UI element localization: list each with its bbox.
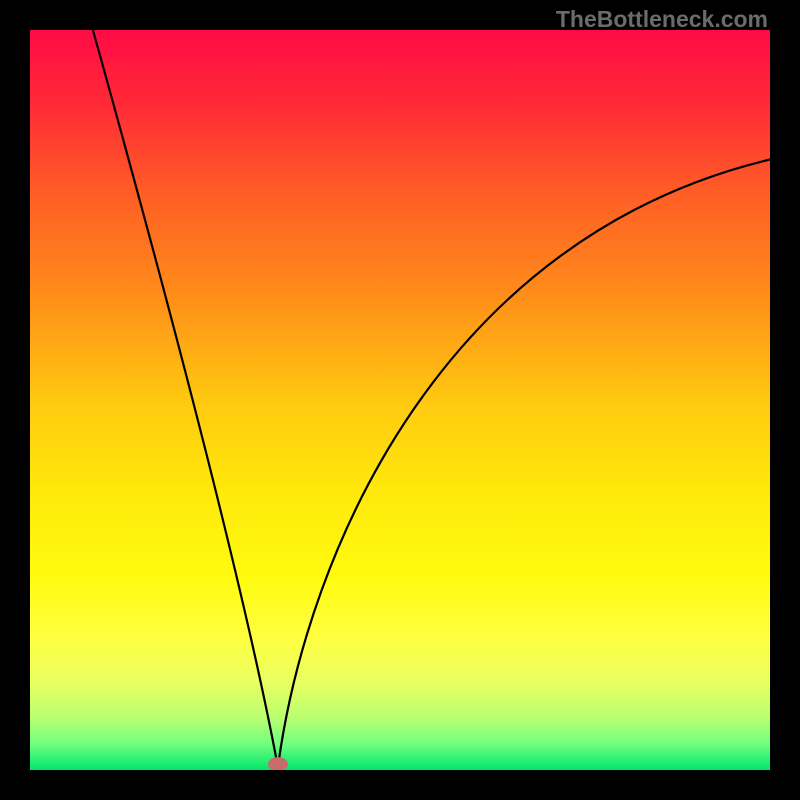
watermark-text: TheBottleneck.com <box>556 6 768 33</box>
gradient-background <box>30 30 770 770</box>
plot-area <box>30 30 770 770</box>
bottleneck-curve-chart <box>30 30 770 770</box>
chart-frame: TheBottleneck.com <box>0 0 800 800</box>
